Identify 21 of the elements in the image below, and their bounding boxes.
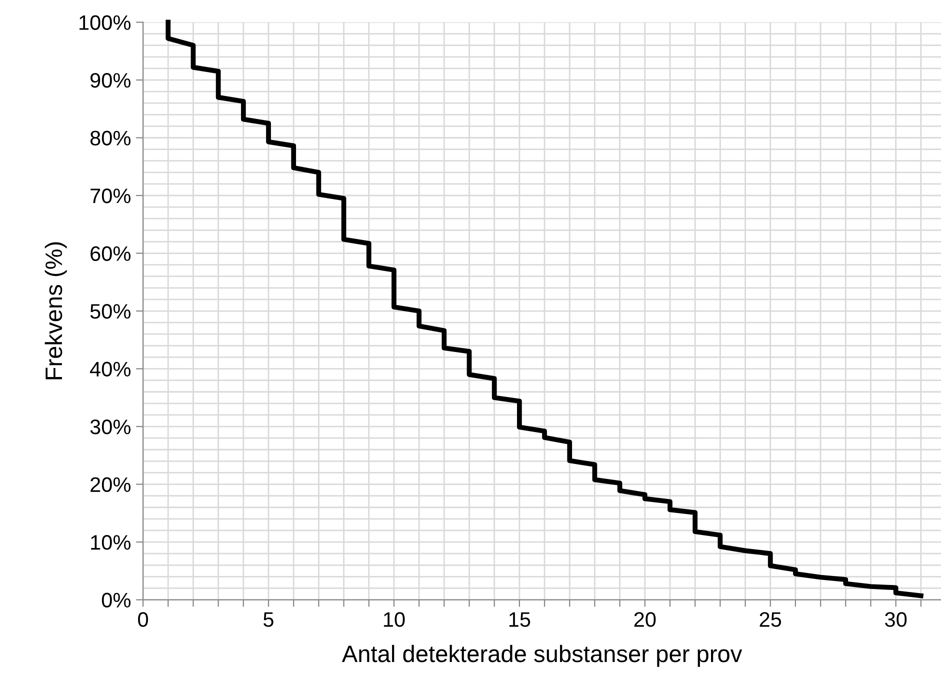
y-tick-label: 100% <box>80 15 130 30</box>
x-tick-label: 25 <box>760 612 782 627</box>
x-tick-label: 0 <box>138 612 148 627</box>
y-tick-label: 50% <box>90 304 130 319</box>
x-tick-label: 10 <box>384 612 405 627</box>
y-tick-label: 80% <box>90 130 130 146</box>
y-tick-label: 10% <box>91 535 130 550</box>
y-tick-label: 40% <box>90 362 130 377</box>
x-axis-title: Antal detekterade substanser per prov <box>342 644 742 667</box>
x-tick-label: 30 <box>885 612 907 627</box>
y-tick-label: 20% <box>90 477 130 492</box>
y-tick-label: 90% <box>90 72 130 88</box>
y-tick-label: 30% <box>90 420 130 434</box>
y-tick-label: 60% <box>90 246 130 262</box>
x-tick-label: 20 <box>634 612 656 627</box>
y-tick-label: 70% <box>90 188 130 204</box>
line-series <box>166 20 924 598</box>
y-axis-title: Frekvens (%) <box>44 242 67 380</box>
x-tick-label: 5 <box>264 612 274 627</box>
x-tick-label: 15 <box>509 612 530 627</box>
y-tick-label: 0% <box>102 592 130 608</box>
